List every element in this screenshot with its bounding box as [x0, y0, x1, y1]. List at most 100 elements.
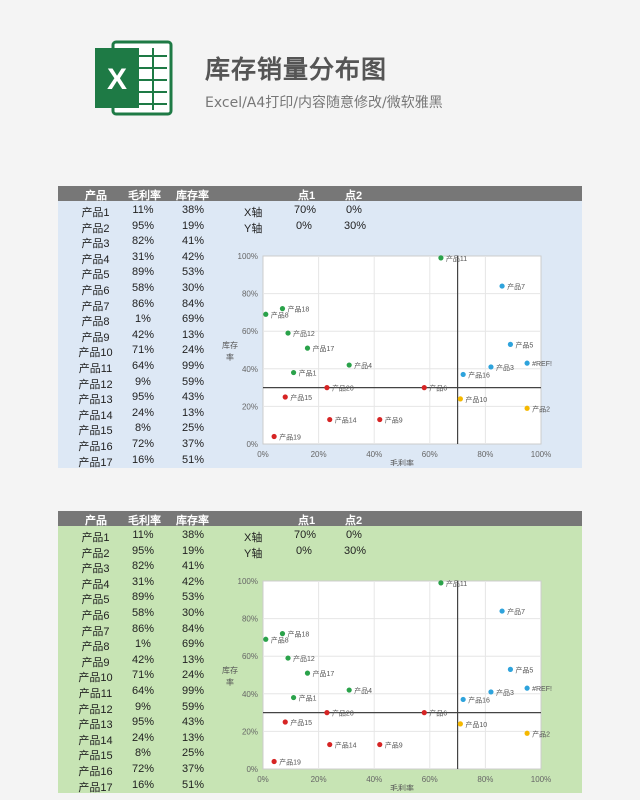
- cell-stock: 53%: [181, 591, 205, 604]
- cell-stock: 59%: [181, 700, 205, 713]
- cell-stock: 43%: [181, 716, 205, 729]
- header-point2: 点2: [345, 190, 363, 202]
- x-tick-label: 80%: [477, 775, 493, 784]
- data-label: 产品15: [290, 718, 312, 727]
- cell-stock: 51%: [181, 453, 205, 466]
- y-axis-label: Y轴: [244, 548, 263, 560]
- cell-margin: 11%: [132, 529, 154, 541]
- cell-product: 产品4: [81, 253, 110, 266]
- data-label: 产品10: [465, 720, 487, 729]
- cell-product: 产品17: [78, 456, 113, 469]
- y-axis-label: Y轴: [244, 223, 263, 235]
- table-row: 产品5 89% 53%: [58, 590, 218, 606]
- data-label: 产品14: [335, 741, 357, 750]
- cell-product: 产品12: [78, 378, 113, 391]
- data-label: 产品5: [515, 665, 533, 674]
- data-point: [457, 721, 463, 727]
- cell-stock: 41%: [181, 560, 205, 573]
- table-row: 产品10 71% 24%: [58, 668, 218, 684]
- cell-margin: 64%: [131, 359, 155, 372]
- cell-stock: 69%: [181, 313, 205, 326]
- y-axis-row: Y轴 0% 30%: [244, 220, 374, 235]
- x-tick-label: 100%: [531, 775, 551, 784]
- x-tick-label: 40%: [366, 775, 382, 784]
- cell-stock: 24%: [181, 344, 205, 357]
- y-tick-label: 60%: [242, 652, 258, 661]
- cell-product: 产品2: [81, 547, 110, 560]
- x-axis-label: X轴: [244, 207, 263, 219]
- data-point: [488, 689, 494, 695]
- y-axis-p2: 30%: [344, 220, 367, 232]
- cell-stock: 13%: [181, 653, 205, 666]
- cell-margin: 8%: [135, 747, 151, 760]
- cell-margin: 86%: [131, 622, 155, 635]
- cell-stock: 99%: [181, 684, 205, 697]
- data-point: [524, 360, 530, 366]
- data-label: 产品9: [385, 741, 403, 750]
- cell-margin: 89%: [131, 591, 155, 604]
- data-point: [438, 580, 444, 586]
- data-label: 产品1: [299, 694, 317, 703]
- cell-stock: 84%: [181, 297, 205, 310]
- cell-margin: 31%: [131, 575, 155, 588]
- data-point: [421, 385, 427, 391]
- x-tick-label: 60%: [422, 775, 438, 784]
- cell-stock: 59%: [181, 375, 205, 388]
- data-label: 产品7: [507, 607, 525, 616]
- table-row: 产品12 9% 59%: [58, 700, 218, 716]
- table-row: 产品17 16% 51%: [58, 778, 218, 794]
- cell-stock: 13%: [181, 731, 205, 744]
- cell-product: 产品8: [81, 641, 110, 654]
- y-tick-label: 20%: [242, 402, 258, 411]
- data-point: [377, 416, 383, 423]
- sheet-panel-green: 产品 毛利率 库存率 点1 点2 产品1 11% 38% 产品2 95% 19% 产品3 82…: [58, 511, 582, 794]
- cell-stock: 53%: [181, 266, 205, 279]
- cell-product: 产品7: [81, 300, 110, 313]
- data-point: [499, 283, 505, 289]
- data-point: [282, 394, 288, 400]
- cell-stock: 13%: [181, 406, 205, 419]
- table-row: 产品7 86% 84%: [58, 622, 218, 638]
- excel-logo-icon: X: [95, 40, 173, 116]
- cell-stock: 99%: [181, 359, 205, 372]
- data-point: [279, 631, 286, 637]
- table-row: 产品4 31% 42%: [58, 250, 218, 266]
- data-point: [324, 710, 330, 716]
- data-point: [524, 685, 530, 691]
- cell-product: 产品10: [78, 672, 113, 685]
- y-tick-label: 60%: [242, 327, 258, 336]
- data-label: 产品4: [354, 686, 372, 695]
- cell-stock: 25%: [181, 422, 205, 435]
- plot-area: [262, 255, 542, 445]
- data-point: [263, 636, 269, 642]
- table-row: 产品16 72% 37%: [58, 437, 218, 453]
- data-point: [421, 710, 427, 716]
- cell-stock: 42%: [181, 575, 205, 588]
- y-tick-label: 100%: [238, 577, 258, 586]
- cell-stock: 13%: [181, 328, 205, 341]
- data-label: 产品3: [496, 688, 514, 697]
- cell-product: 产品12: [78, 703, 113, 716]
- header-point1: 点1: [298, 515, 316, 527]
- cell-product: 产品5: [81, 594, 110, 607]
- cell-product: 产品9: [81, 331, 110, 344]
- x-tick-label: 0%: [257, 450, 269, 459]
- cell-margin: 64%: [131, 684, 155, 697]
- y-axis-title: 率: [226, 677, 234, 687]
- cell-margin: 1%: [135, 638, 151, 651]
- data-point: [263, 311, 269, 317]
- data-label: 产品17: [312, 344, 334, 353]
- x-axis-p2: 0%: [346, 204, 362, 216]
- data-point: [507, 666, 514, 672]
- cell-product: 产品14: [78, 409, 113, 422]
- data-label: 产品7: [507, 282, 525, 291]
- y-axis-row: Y轴 0% 30%: [244, 545, 374, 560]
- cell-stock: 37%: [181, 762, 205, 775]
- cell-margin: 95%: [131, 391, 155, 404]
- data-point: [285, 655, 291, 661]
- cell-product: 产品13: [78, 719, 113, 732]
- plot-area: [262, 580, 542, 770]
- header-point2: 点2: [345, 515, 363, 527]
- data-point: [327, 741, 333, 748]
- header-point1: 点1: [298, 190, 316, 202]
